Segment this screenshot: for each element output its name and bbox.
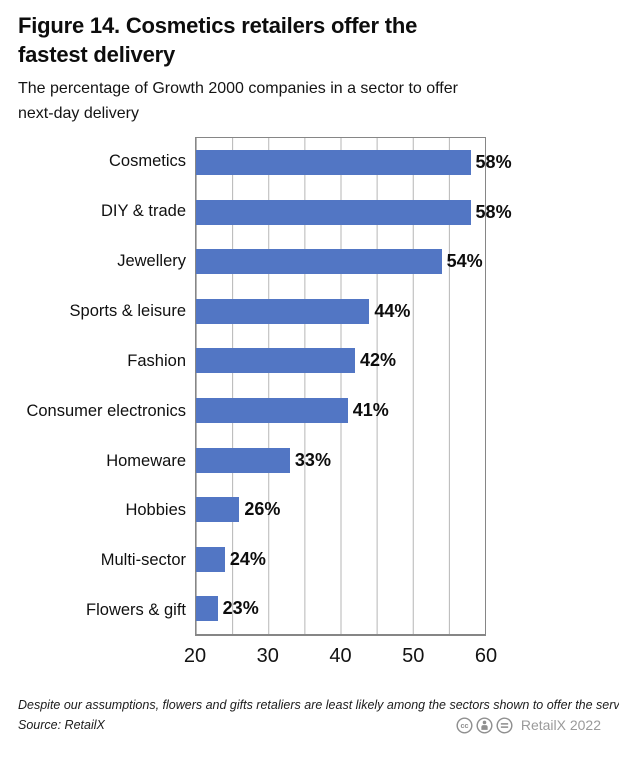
figure-subtitle: The percentage of Growth 2000 companies … — [18, 77, 601, 127]
svg-text:cc: cc — [460, 721, 468, 730]
category-labels: Cosmetics DIY & trade Jewellery Sports & le… — [18, 137, 195, 636]
figure-title: Figure 14. Cosmetics retailers offer the… — [18, 12, 601, 69]
bar-row: 26% — [196, 485, 485, 535]
attribution-icon — [476, 717, 493, 734]
bar-row: 42% — [196, 336, 485, 386]
figure-subtitle-line2: next-day delivery — [18, 104, 139, 122]
x-axis-ticks: 20 30 40 50 60 — [184, 636, 497, 672]
x-tick-label: 60 — [474, 644, 498, 667]
license-block: cc RetailX 2022 — [456, 717, 601, 734]
bar-row: 41% — [196, 386, 485, 436]
footer-row: Source: RetailX cc RetailX 2022 — [18, 717, 601, 734]
bar — [196, 546, 225, 572]
category-label: DIY & trade — [101, 202, 186, 221]
figure-title-line2: fastest delivery — [18, 41, 175, 67]
bar-value-label: 42% — [359, 350, 396, 371]
bar-value-label: 54% — [446, 251, 483, 272]
category-label: Sports & leisure — [69, 301, 186, 320]
category-label: Fashion — [127, 351, 186, 370]
bar-value-label: 24% — [229, 548, 266, 569]
category-label: Hobbies — [125, 501, 186, 520]
x-tick-label: 40 — [329, 644, 352, 667]
bar — [196, 398, 348, 424]
bar — [196, 497, 240, 523]
footnote: Despite our assumptions, flowers and gif… — [18, 697, 619, 712]
category-label: Consumer electronics — [26, 401, 186, 420]
bar — [196, 447, 290, 473]
source-label: Source: RetailX — [18, 718, 105, 733]
no-derivatives-icon — [496, 717, 513, 734]
license-label: RetailX 2022 — [520, 717, 601, 734]
x-tick-label: 30 — [256, 644, 279, 667]
bar-row: 58% — [196, 187, 512, 237]
category-label: Jewellery — [117, 252, 186, 270]
category-label: Cosmetics — [108, 152, 186, 171]
x-tick-label: 50 — [402, 644, 425, 667]
bar-row: 33% — [196, 435, 485, 485]
bar — [196, 596, 218, 622]
category-label: Flowers & gift — [86, 601, 186, 620]
bar-value-label: 44% — [374, 300, 411, 321]
bar-row: 23% — [196, 584, 485, 634]
bar-value-label: 41% — [352, 400, 389, 421]
bar-value-label: 58% — [475, 201, 512, 222]
bar-chart: Cosmetics DIY & trade Jewellery Sports & le… — [18, 136, 601, 636]
figure-subtitle-line1: The percentage of Growth 2000 companies … — [18, 80, 458, 98]
bar-row: 24% — [196, 535, 485, 585]
bar-value-label: 26% — [244, 499, 281, 520]
bar-value-label: 58% — [475, 152, 512, 173]
bar — [196, 348, 355, 374]
bar — [196, 199, 471, 225]
figure-title-line1: Figure 14. Cosmetics retailers offer the — [18, 13, 418, 38]
bar-value-label: 23% — [222, 598, 259, 619]
category-label: Multi-sector — [100, 551, 186, 570]
bar — [196, 298, 370, 324]
bar-row: 58% — [196, 138, 512, 188]
bar-value-label: 33% — [294, 449, 331, 470]
bar — [196, 150, 471, 176]
x-tick-label: 20 — [183, 644, 207, 667]
bar-row: 44% — [196, 287, 485, 337]
cc-icon: cc — [456, 717, 473, 734]
bar — [196, 249, 442, 275]
bar-row: 54% — [196, 237, 485, 287]
plot-area: 58% 58% 54% 44% 42% 41% 33% 26% 24% 23% — [195, 136, 512, 636]
category-label: Homeware — [106, 451, 186, 470]
